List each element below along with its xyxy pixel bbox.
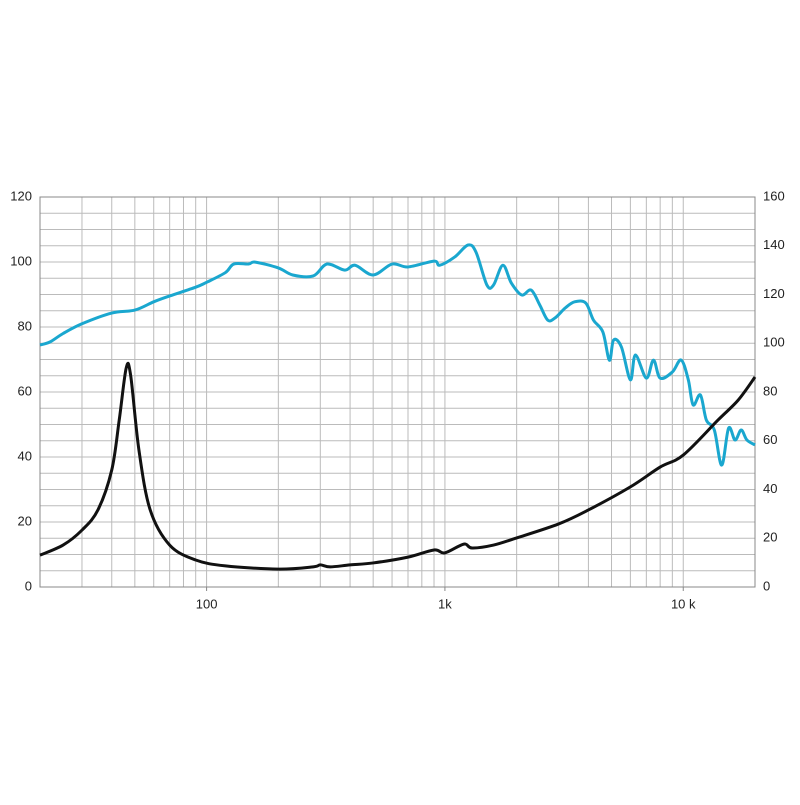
y2-tick-label: 80 xyxy=(763,383,777,398)
y-tick-label: 0 xyxy=(25,578,32,593)
y2-tick-label: 60 xyxy=(763,432,777,447)
y2-tick-label: 20 xyxy=(763,530,777,545)
y2-tick-label: 120 xyxy=(763,286,785,301)
x-tick-label: 1k xyxy=(438,596,452,611)
y-tick-label: 120 xyxy=(10,188,32,203)
y2-tick-label: 140 xyxy=(763,237,785,252)
y-tick-label: 80 xyxy=(18,318,32,333)
series-line xyxy=(39,361,757,571)
x-tick-label: 100 xyxy=(196,596,218,611)
y-tick-label: 100 xyxy=(10,253,32,268)
y2-tick-label: 0 xyxy=(763,578,770,593)
y2-tick-label: 160 xyxy=(763,188,785,203)
y2-tick-label: 40 xyxy=(763,481,777,496)
y2-tick-label: 100 xyxy=(763,335,785,350)
x-tick-label: 10 k xyxy=(671,596,696,611)
y-tick-label: 40 xyxy=(18,448,32,463)
y-tick-label: 60 xyxy=(18,383,32,398)
y-tick-label: 20 xyxy=(18,513,32,528)
plot-frame xyxy=(39,196,756,588)
series-line xyxy=(39,243,756,467)
